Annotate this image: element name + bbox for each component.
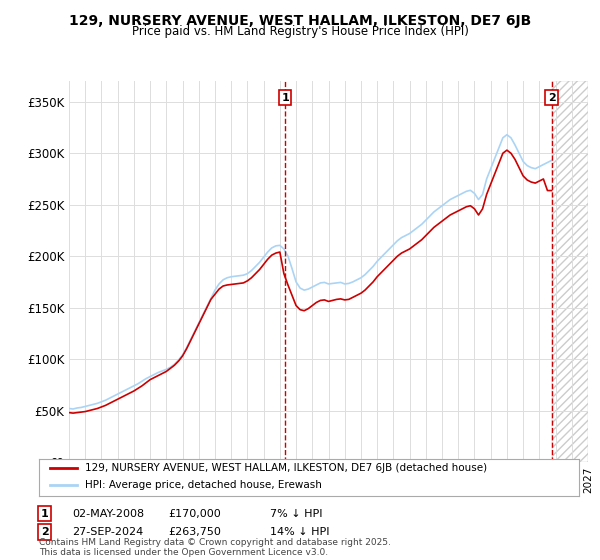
Text: £263,750: £263,750 [168,527,221,537]
Text: 129, NURSERY AVENUE, WEST HALLAM, ILKESTON, DE7 6JB (detached house): 129, NURSERY AVENUE, WEST HALLAM, ILKEST… [85,463,487,473]
Text: 02-MAY-2008: 02-MAY-2008 [72,508,144,519]
Text: £170,000: £170,000 [168,508,221,519]
Text: 7% ↓ HPI: 7% ↓ HPI [270,508,323,519]
Text: 27-SEP-2024: 27-SEP-2024 [72,527,143,537]
Text: Price paid vs. HM Land Registry's House Price Index (HPI): Price paid vs. HM Land Registry's House … [131,25,469,38]
Text: 129, NURSERY AVENUE, WEST HALLAM, ILKESTON, DE7 6JB: 129, NURSERY AVENUE, WEST HALLAM, ILKEST… [69,14,531,28]
Text: 1: 1 [41,508,49,519]
Text: 14% ↓ HPI: 14% ↓ HPI [270,527,329,537]
Text: 2: 2 [41,527,49,537]
Text: HPI: Average price, detached house, Erewash: HPI: Average price, detached house, Erew… [85,480,322,491]
Text: 1: 1 [281,92,289,102]
Text: Contains HM Land Registry data © Crown copyright and database right 2025.
This d: Contains HM Land Registry data © Crown c… [39,538,391,557]
Text: 2: 2 [548,92,556,102]
